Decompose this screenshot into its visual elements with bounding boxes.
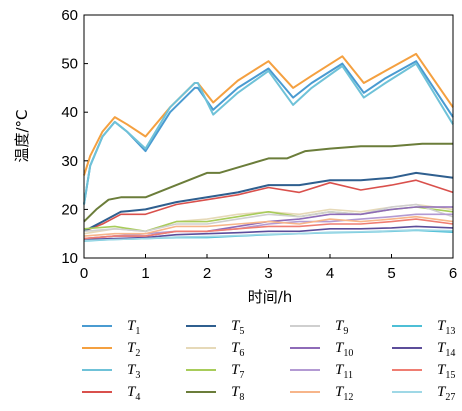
legend-item-t4: T4 bbox=[82, 384, 140, 403]
axes: 0 1 2 3 4 5 6 10 20 30 40 50 60 bbox=[61, 7, 457, 282]
legend-label: T9 bbox=[335, 318, 348, 337]
series-line-t8 bbox=[83, 142, 453, 223]
y-tick-label: 40 bbox=[61, 104, 78, 121]
series-lines bbox=[83, 52, 454, 242]
legend-item-t8: T8 bbox=[186, 384, 244, 403]
legend-item-t9: T9 bbox=[290, 318, 348, 337]
x-tick-label: 5 bbox=[387, 265, 395, 282]
legend-item-t27: T27 bbox=[392, 384, 455, 403]
legend-label: T1 bbox=[127, 318, 140, 337]
x-tick-label: 1 bbox=[141, 265, 149, 282]
x-tick-label: 6 bbox=[449, 265, 457, 282]
legend-item-t13: T13 bbox=[392, 318, 455, 337]
legend-label: T10 bbox=[335, 340, 353, 359]
legend-item-t1: T1 bbox=[82, 318, 140, 337]
legend-item-t14: T14 bbox=[392, 340, 455, 359]
legend-item-t15: T15 bbox=[392, 362, 455, 381]
legend-label: T11 bbox=[335, 362, 353, 381]
legend-label: T15 bbox=[437, 362, 455, 381]
legend-label: T7 bbox=[231, 362, 244, 381]
legend-label: T3 bbox=[127, 362, 140, 381]
legend-item-t6: T6 bbox=[186, 340, 244, 359]
legend-label: T6 bbox=[231, 340, 244, 359]
x-axis-title: 时间/h bbox=[248, 288, 293, 306]
series-line-t15 bbox=[83, 218, 454, 240]
legend-label: T2 bbox=[127, 340, 140, 359]
legend: T1 T2 T3 T4 T5 T6 T7 T8 T9 T10 T11 T12 T13 T14 T15 T27 bbox=[82, 318, 455, 403]
y-tick-label: 60 bbox=[61, 7, 78, 24]
x-tick-label: 2 bbox=[203, 265, 211, 282]
y-tick-label: 20 bbox=[61, 201, 78, 218]
y-tick-label: 50 bbox=[61, 56, 78, 73]
x-tick-label: 0 bbox=[80, 265, 88, 282]
legend-item-t5: T5 bbox=[186, 318, 244, 337]
series-line-t4 bbox=[83, 179, 454, 233]
legend-label: T27 bbox=[437, 384, 455, 403]
y-tick-label: 10 bbox=[61, 250, 78, 267]
legend-item-t2: T2 bbox=[82, 340, 140, 359]
y-tick-label: 30 bbox=[61, 153, 78, 170]
legend-item-t7: T7 bbox=[186, 362, 244, 381]
legend-item-t12: T12 bbox=[290, 384, 353, 403]
legend-label: T4 bbox=[127, 384, 140, 403]
legend-label: T5 bbox=[231, 318, 244, 337]
x-tick-label: 3 bbox=[264, 265, 272, 282]
legend-item-t11: T11 bbox=[290, 362, 353, 381]
legend-item-t10: T10 bbox=[290, 340, 353, 359]
series-line-t27 bbox=[83, 229, 454, 242]
series-line-t14 bbox=[83, 225, 454, 241]
series-line-t9 bbox=[83, 203, 454, 233]
series-line-t12 bbox=[83, 215, 454, 237]
series-line-t5 bbox=[83, 171, 454, 233]
legend-label: T8 bbox=[231, 384, 244, 403]
series-line-t3 bbox=[83, 62, 454, 205]
x-tick-label: 4 bbox=[326, 265, 334, 282]
legend-item-t3: T3 bbox=[82, 362, 140, 381]
legend-label: T13 bbox=[437, 318, 455, 337]
legend-label: T14 bbox=[437, 340, 455, 359]
legend-label: T12 bbox=[335, 384, 353, 403]
y-axis-title: 温度/°C bbox=[13, 109, 31, 162]
series-line-t2 bbox=[83, 52, 454, 176]
